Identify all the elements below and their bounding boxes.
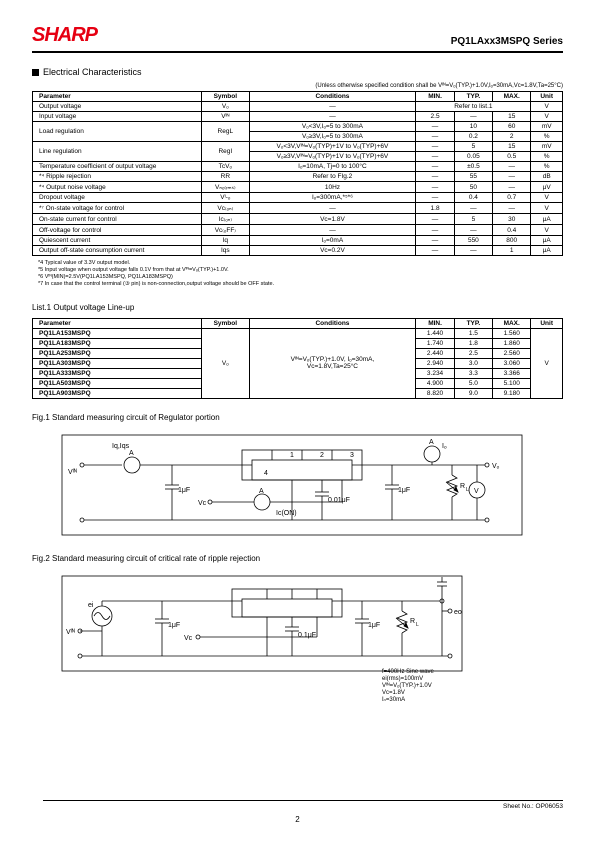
svg-text:0.1μF: 0.1μF [298,632,316,639]
svg-text:Vc=1.8V: Vc=1.8V [382,690,405,696]
svg-text:Vᴵᴺ: Vᴵᴺ [68,469,77,476]
svg-text:ei(rms)=100mV: ei(rms)=100mV [382,676,423,682]
page-number: 2 [0,815,595,824]
section-title-ec: Electrical Characteristics [32,67,563,77]
fig2-diagram: ei Vᴵᴺ 1μF Vc 0.1μF 1μF RL eo f=400Hz Si… [32,571,563,701]
svg-text:L: L [466,487,469,493]
ec-condition-note: (Unless otherwise specified condition sh… [32,83,563,89]
svg-text:R: R [460,483,465,490]
logo: SHARP [32,24,97,47]
fig2-title: Fig.2 Standard measuring circuit of crit… [32,554,563,563]
svg-text:Iₒ: Iₒ [442,443,447,450]
svg-text:A: A [429,439,434,446]
svg-text:Ic(ON): Ic(ON) [276,510,297,517]
fig1-title: Fig.1 Standard measuring circuit of Regu… [32,413,563,422]
svg-text:L: L [416,622,419,628]
ec-table: ParameterSymbolConditionsMIN.TYP.MAX.Uni… [32,91,563,256]
svg-text:1μF: 1μF [368,622,380,629]
series-label: PQ1LAxx3MSPQ Series [451,36,563,47]
svg-text:1: 1 [290,452,294,459]
svg-text:1μF: 1μF [178,487,190,494]
svg-text:ei: ei [88,602,94,609]
svg-text:A: A [129,450,134,457]
svg-text:Vᴵᴺ: Vᴵᴺ [66,629,75,636]
footnotes: *4 Typical value of 3.3V output model.*5… [38,260,563,289]
svg-text:Vᴵᴺ=Vₒ(TYP.)+1.0V: Vᴵᴺ=Vₒ(TYP.)+1.0V [382,682,432,689]
svg-text:V: V [474,488,479,495]
svg-text:f=400Hz Sine wave: f=400Hz Sine wave [382,669,435,675]
fig1-diagram: 4 123 Vᴵᴺ AIq,Iqs 1μF A Ic(ON) Vc 0.01μF… [32,430,563,540]
svg-text:0.01μF: 0.01μF [328,497,350,504]
svg-text:2: 2 [320,452,324,459]
svg-text:Iₒ=30mA: Iₒ=30mA [382,697,405,701]
svg-text:Vₒ: Vₒ [492,463,500,470]
sheet-number: Sheet No.: OP06053 [43,800,563,810]
svg-text:Iq,Iqs: Iq,Iqs [112,443,130,450]
svg-text:Vc: Vc [198,500,207,507]
svg-text:eo: eo [454,609,462,616]
svg-text:Vc: Vc [184,635,193,642]
svg-text:3: 3 [350,452,354,459]
list1-title: List.1 Output voltage Line-up [32,303,563,312]
svg-text:4: 4 [264,470,268,477]
svg-text:R: R [410,618,415,625]
svg-text:A: A [259,488,264,495]
svg-text:1μF: 1μF [398,487,410,494]
svg-text:1μF: 1μF [168,622,180,629]
list1-table: ParameterSymbolConditionsMIN.TYP.MAX.Uni… [32,318,563,399]
